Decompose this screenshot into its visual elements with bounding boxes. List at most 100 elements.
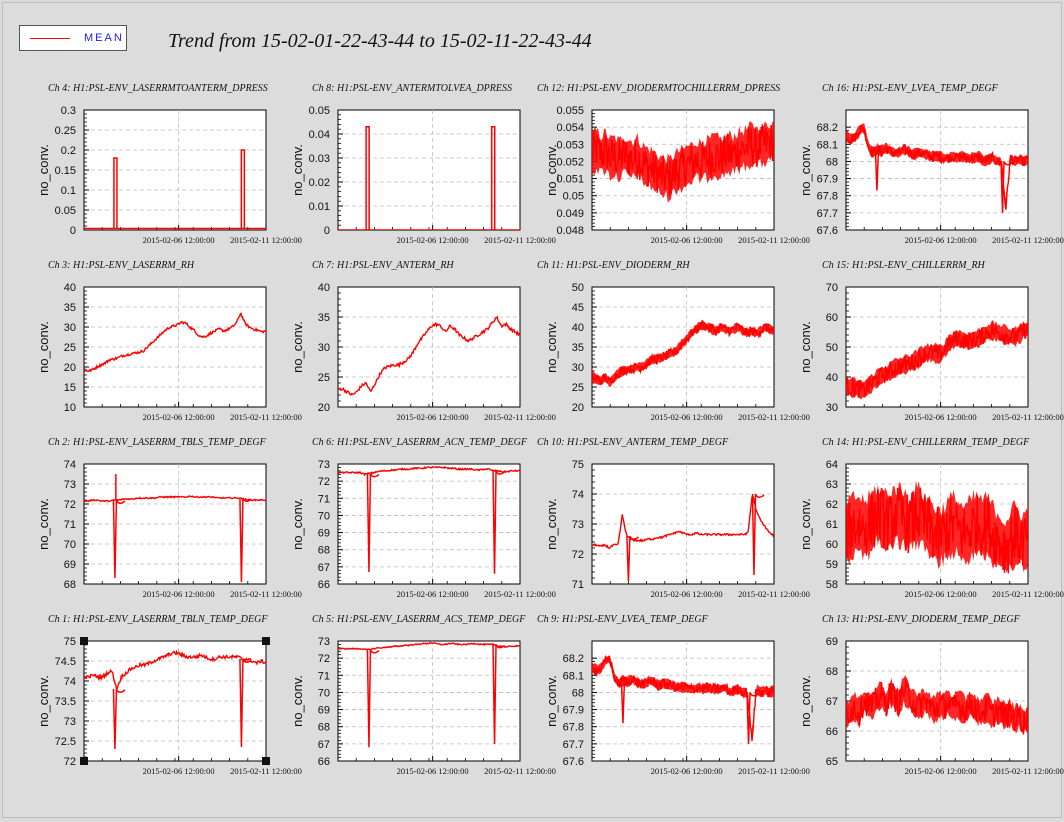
y-tick-label: 68 [572, 687, 584, 699]
y-tick-label: 25 [572, 382, 584, 394]
y-tick-label: 50 [826, 342, 838, 354]
series-mean [846, 123, 1028, 213]
series-line [592, 495, 774, 550]
y-tick-label: 0.01 [309, 201, 330, 213]
chart-title: Ch 2: H1:PSL-ENV_LASERRM_TBLS_TEMP_DEGF [48, 437, 267, 448]
x-tick-label: 2015-02-11 12:00:00 [992, 766, 1064, 776]
dip-mark [366, 473, 380, 573]
y-tick-label: 35 [64, 302, 76, 314]
dip-mark [874, 149, 888, 191]
selection-handle[interactable] [262, 637, 270, 645]
x-tick-label: 2015-02-11 12:00:00 [230, 235, 302, 245]
y-tick-label: 20 [572, 402, 584, 414]
selection-handle[interactable] [80, 637, 88, 645]
y-tick-label: 0.03 [309, 153, 330, 165]
y-axis-label: no_conv. [36, 675, 51, 727]
chart-title: Ch 16: H1:PSL-ENV_LVEA_TEMP_DEGF [822, 83, 999, 94]
x-tick-label: 2015-02-11 12:00:00 [738, 766, 810, 776]
y-tick-label: 74 [572, 489, 584, 501]
series-line [84, 312, 266, 373]
dip-mark [746, 692, 759, 744]
y-tick-label: 60 [826, 539, 838, 551]
chart-11: Ch 10: H1:PSL-ENV_ANTERM_TEMP_DEGF 71 72 73… [537, 437, 810, 599]
y-axis-label: no_conv. [36, 321, 51, 373]
chart-9: Ch 2: H1:PSL-ENV_LASERRM_TBLS_TEMP_DEGF 6… [36, 437, 302, 599]
series-band [592, 121, 774, 203]
y-tick-label: 68.2 [817, 122, 838, 134]
y-tick-label: 0.05 [55, 205, 76, 217]
series-mean [592, 655, 774, 744]
y-tick-label: 35 [572, 342, 584, 354]
y-axis-label: no_conv. [798, 321, 813, 373]
x-tick-label: 2015-02-11 12:00:00 [484, 766, 556, 776]
y-axis-label: no_conv. [798, 675, 813, 727]
x-tick-label: 2015-02-11 12:00:00 [230, 766, 302, 776]
y-tick-label: 68 [318, 722, 330, 734]
series-mean [84, 649, 266, 750]
y-tick-label: 0.054 [556, 122, 584, 134]
y-tick-label: 50 [572, 282, 584, 294]
selection-handle[interactable] [262, 757, 270, 765]
x-tick-label: 2015-02-06 12:00:00 [397, 766, 469, 776]
y-axis-label: no_conv. [544, 321, 559, 373]
y-tick-label: 72 [318, 476, 330, 488]
y-tick-label: 0.25 [55, 125, 76, 137]
chart-title: Ch 15: H1:PSL-ENV_CHILLERRM_RH [822, 260, 986, 271]
chart-7: Ch 11: H1:PSL-ENV_DIODERM_RH 20 25 30 35 40 45… [537, 260, 810, 422]
y-tick-label: 0.04 [309, 129, 330, 141]
chart-14: Ch 5: H1:PSL-ENV_LASERRM_ACS_TEMP_DEGF 66… [290, 614, 556, 776]
chart-title: Ch 10: H1:PSL-ENV_ANTERM_TEMP_DEGF [537, 437, 729, 448]
y-tick-label: 66 [826, 726, 838, 738]
y-axis-label: no_conv. [36, 144, 51, 196]
chart-title: Ch 1: H1:PSL-ENV_LASERRM_TBLN_TEMP_DEGF [48, 614, 268, 625]
x-tick-label: 2015-02-11 12:00:00 [738, 589, 810, 599]
series-mean [846, 675, 1028, 735]
dip-mark [492, 470, 505, 574]
y-tick-label: 70 [64, 539, 76, 551]
chart-title: Ch 3: H1:PSL-ENV_LASERRM_RH [48, 260, 195, 271]
y-tick-label: 74.5 [55, 656, 76, 668]
y-tick-label: 62 [826, 499, 838, 511]
y-tick-label: 0.048 [556, 225, 584, 237]
x-tick-label: 2015-02-06 12:00:00 [651, 235, 723, 245]
series-line [84, 494, 266, 503]
x-tick-label: 2015-02-06 12:00:00 [397, 589, 469, 599]
y-tick-label: 67 [826, 696, 838, 708]
y-tick-label: 0.05 [309, 105, 330, 117]
x-tick-label: 2015-02-06 12:00:00 [143, 235, 215, 245]
series-mean [846, 320, 1028, 400]
x-tick-label: 2015-02-11 12:00:00 [230, 589, 302, 599]
y-tick-label: 69 [826, 636, 838, 648]
chart-title: Ch 14: H1:PSL-ENV_CHILLERRM_TEMP_DEGF [822, 437, 1030, 448]
y-tick-label: 0.053 [556, 139, 584, 151]
chart-6: Ch 7: H1:PSL-ENV_ANTERM_RH 20 25 30 35 40 2015… [290, 260, 556, 422]
y-tick-label: 10 [64, 402, 76, 414]
y-tick-label: 67 [318, 562, 330, 574]
y-tick-label: 67.9 [563, 705, 584, 717]
y-tick-label: 70 [318, 687, 330, 699]
spike-mark [490, 126, 496, 230]
x-tick-label: 2015-02-11 12:00:00 [992, 589, 1064, 599]
y-tick-label: 30 [318, 342, 330, 354]
y-tick-label: 68 [64, 579, 76, 591]
y-tick-label: 66 [318, 579, 330, 591]
y-tick-label: 20 [64, 362, 76, 374]
y-tick-label: 63 [826, 479, 838, 491]
dip-mark [751, 493, 765, 576]
chart-title: Ch 12: H1:PSL-ENV_DIODERMTOCHILLERRM_DPR… [537, 83, 780, 94]
series-line [84, 649, 266, 691]
y-tick-label: 68 [826, 156, 838, 168]
chart-3: Ch 12: H1:PSL-ENV_DIODERMTOCHILLERRM_DPR… [537, 83, 810, 245]
page-title: Trend from 15-02-01-22-43-44 to 15-02-11… [168, 30, 592, 52]
x-tick-label: 2015-02-11 12:00:00 [738, 412, 810, 422]
y-tick-label: 40 [826, 372, 838, 384]
selection-handle[interactable] [80, 757, 88, 765]
dip-mark [112, 688, 126, 750]
y-tick-label: 25 [64, 342, 76, 354]
y-tick-label: 20 [318, 402, 330, 414]
x-tick-label: 2015-02-06 12:00:00 [651, 766, 723, 776]
dip-mark [1000, 161, 1013, 213]
y-tick-label: 66 [318, 756, 330, 768]
y-tick-label: 69 [318, 528, 330, 540]
